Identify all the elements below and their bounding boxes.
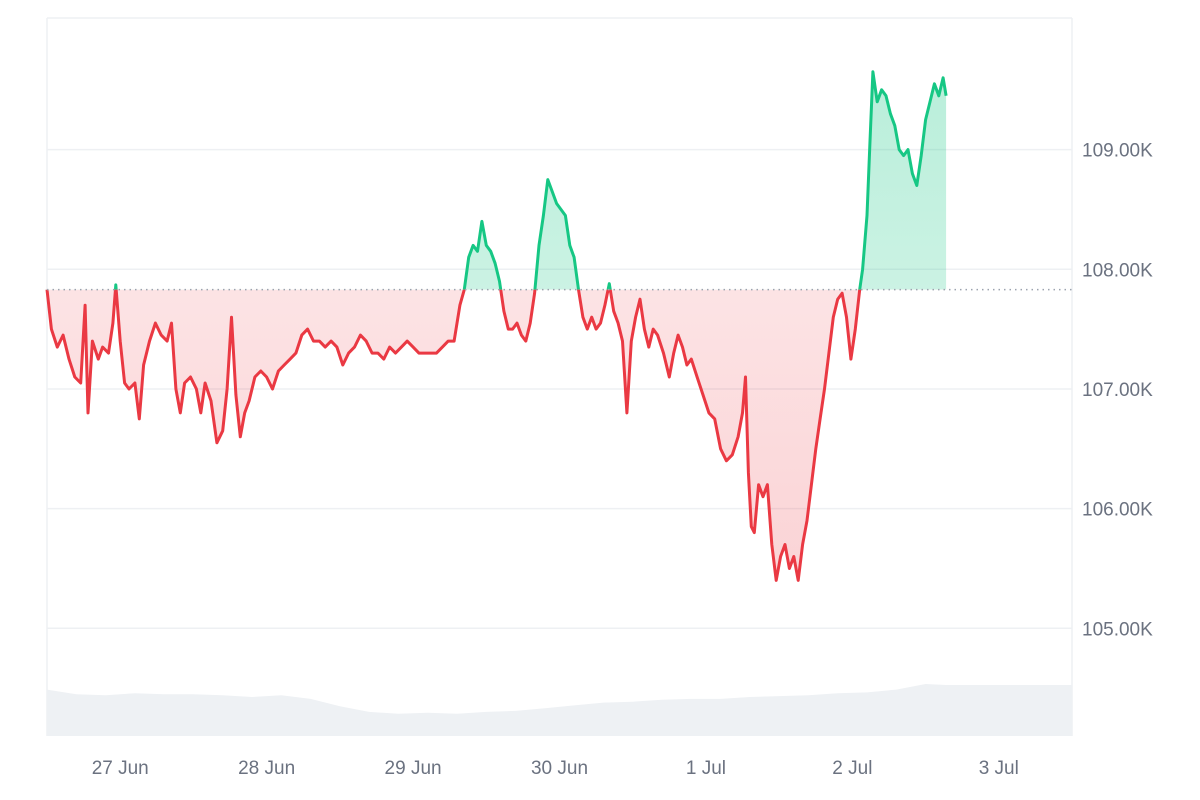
y-tick-label: 107.00K: [1082, 380, 1153, 401]
x-tick-label: 2 Jul: [832, 758, 872, 779]
x-tick-label: 28 Jun: [238, 758, 295, 779]
y-tick-label: 109.00K: [1082, 141, 1153, 162]
y-tick-label: 108.00K: [1082, 260, 1153, 281]
price-line-down[interactable]: [45, 72, 946, 582]
price-line-layer[interactable]: [45, 70, 1072, 582]
x-tick-label: 1 Jul: [686, 758, 726, 779]
area-below-baseline: [47, 289, 860, 581]
x-axis-labels: 27 Jun 28 Jun 29 Jun 30 Jun 1 Jul 2 Jul 3 Jul: [92, 758, 1019, 779]
price-fill-layer: [47, 71, 947, 581]
x-tick-label: 30 Jun: [531, 758, 588, 779]
y-tick-label: 105.00K: [1082, 619, 1153, 640]
y-tick-label: 106.00K: [1082, 500, 1153, 521]
x-tick-label: 29 Jun: [385, 758, 442, 779]
volume-area-shape: [47, 684, 1072, 736]
x-tick-label: 27 Jun: [92, 758, 149, 779]
x-tick-label: 3 Jul: [979, 758, 1019, 779]
volume-area: [47, 684, 1072, 736]
y-axis-labels: 109.00K 108.00K 107.00K 106.00K 105.00K: [1082, 141, 1153, 641]
